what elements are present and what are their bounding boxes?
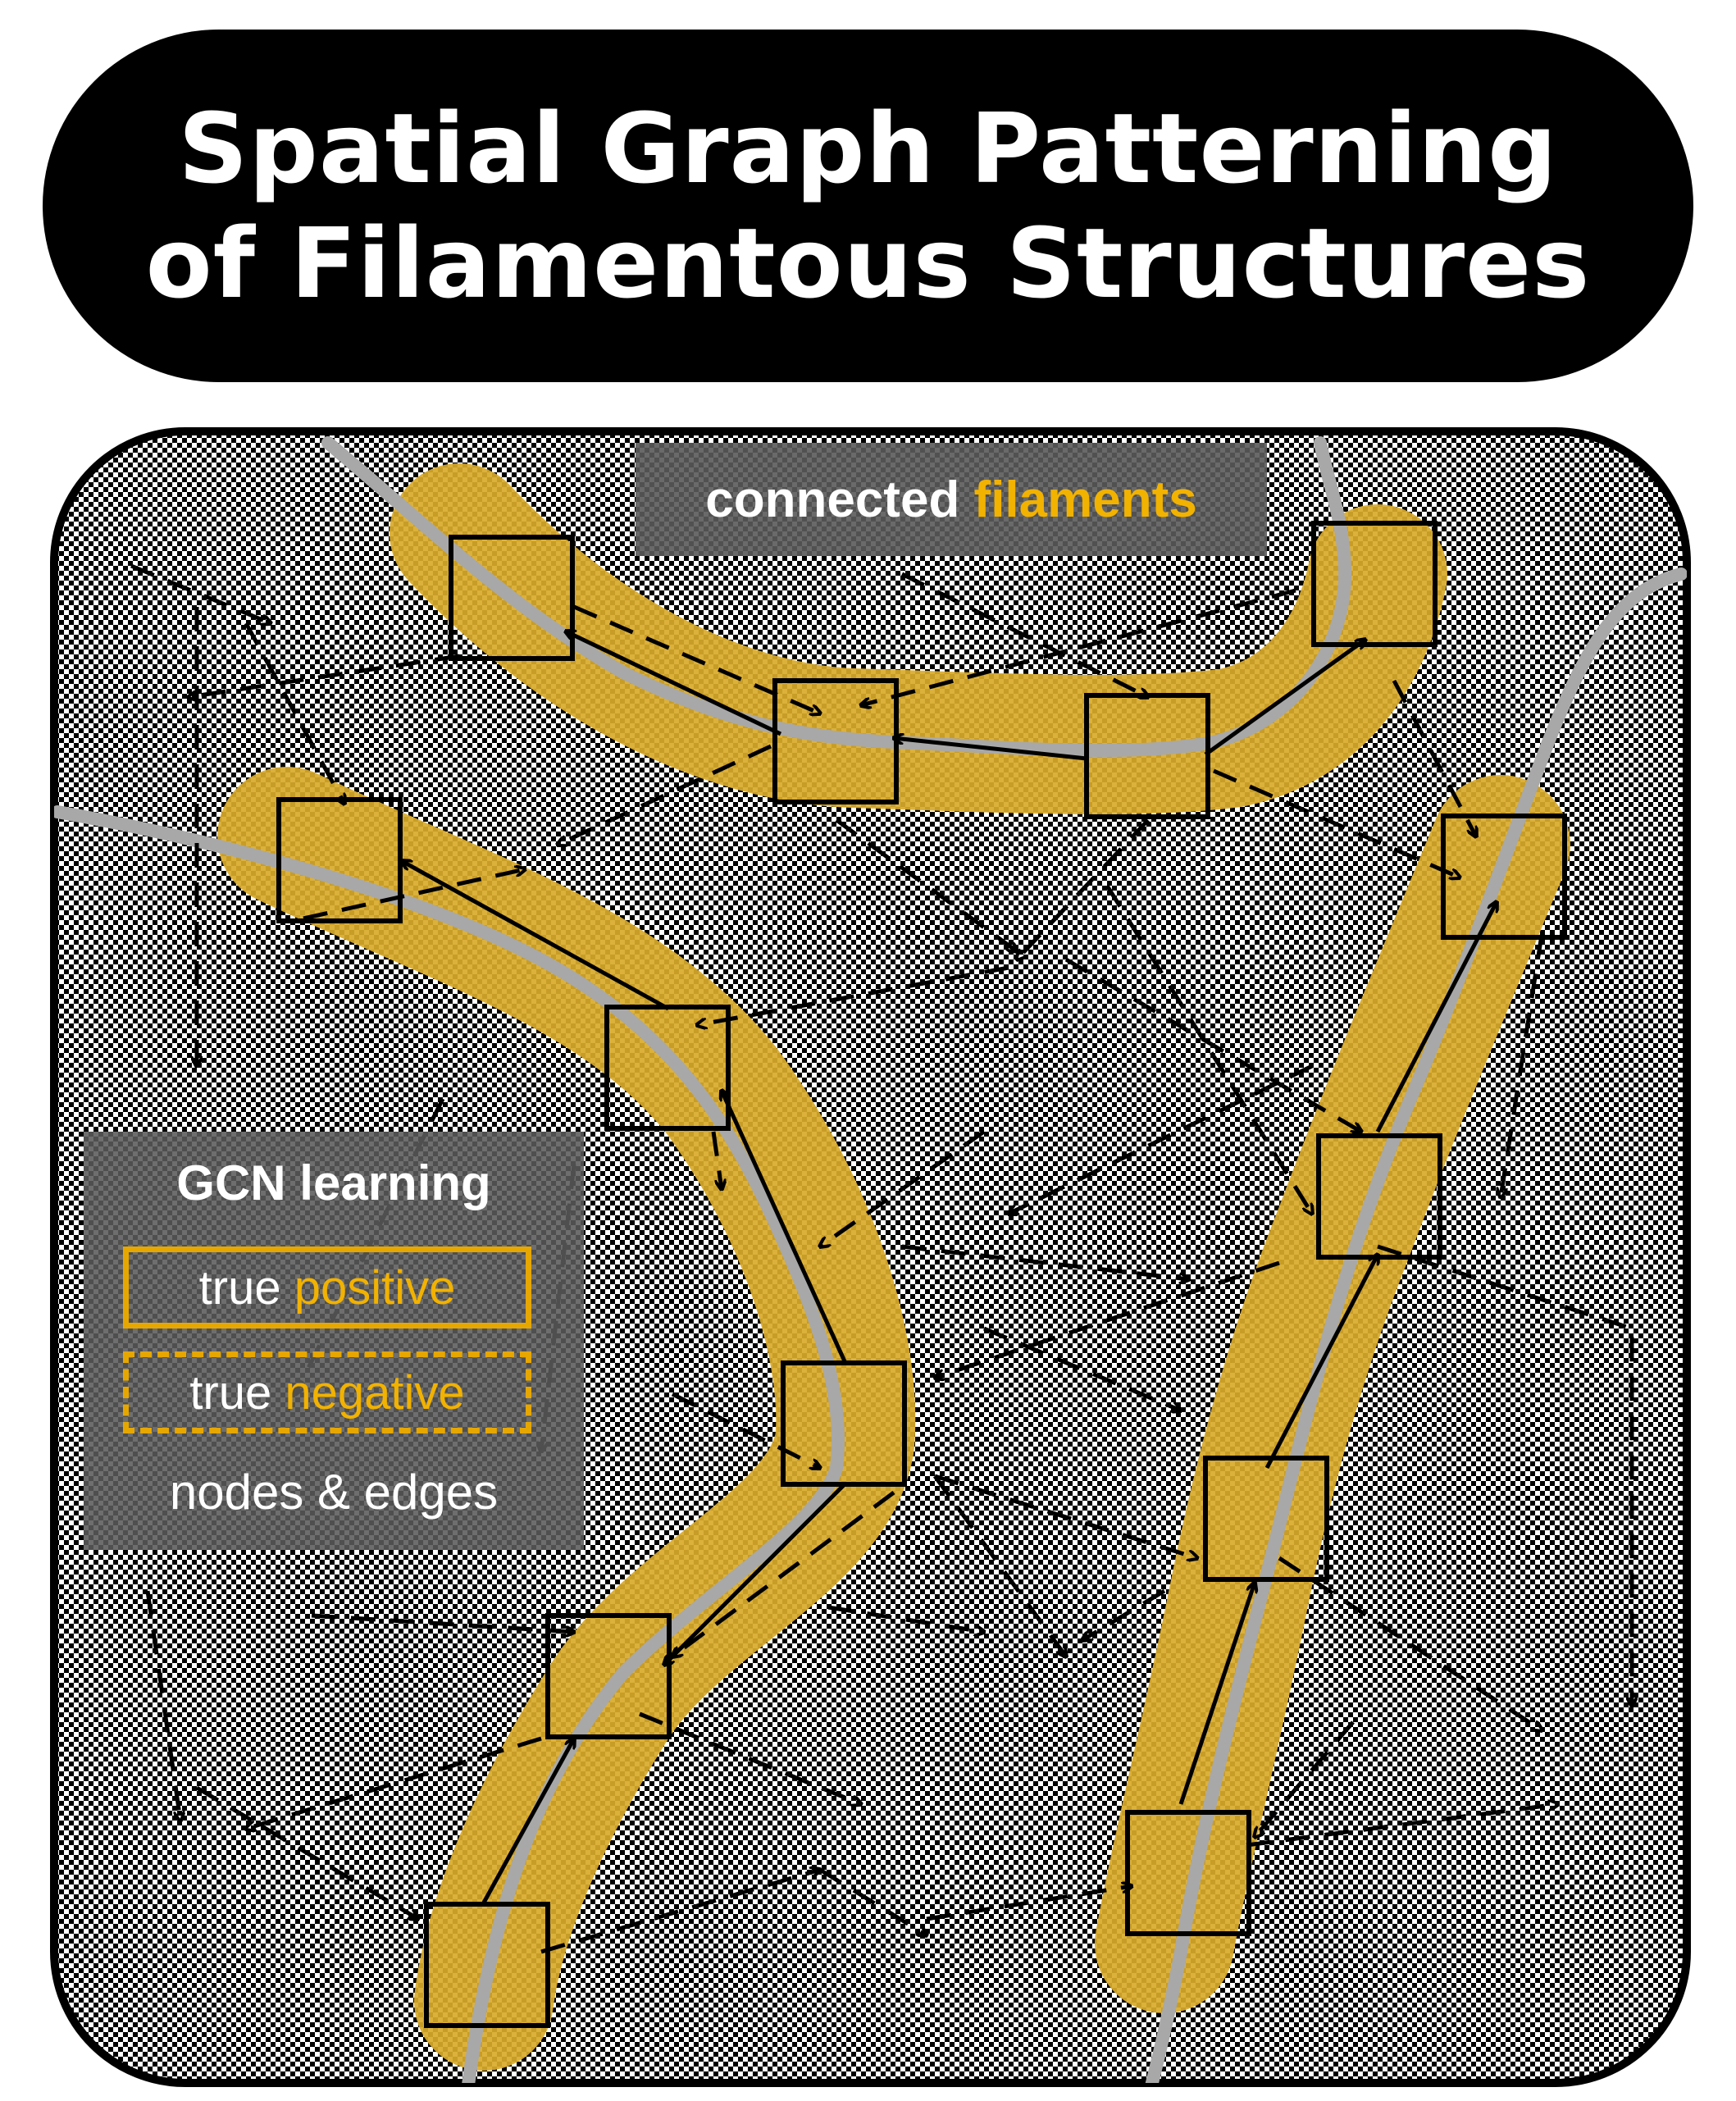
title-line-2: of Filamentous Structures — [145, 207, 1591, 320]
neg-edge — [935, 1260, 1280, 1378]
node — [449, 535, 575, 661]
node — [276, 797, 403, 923]
neg-edge — [697, 965, 1009, 1025]
neg-edge — [1392, 679, 1476, 836]
pos-edge — [566, 631, 782, 736]
node — [772, 678, 899, 804]
neg-edge — [827, 1605, 984, 1632]
neg-edge — [901, 1244, 1189, 1279]
neg-edge — [195, 1785, 418, 1919]
neg-edge — [1213, 768, 1460, 877]
filament-band-left — [217, 767, 916, 2071]
node — [781, 1360, 907, 1487]
neg-edge — [1009, 1064, 1314, 1214]
pos-edge — [1178, 1583, 1255, 1805]
neg-edge — [246, 1736, 542, 1829]
legend-footer: nodes & edges — [169, 1465, 499, 1520]
node — [1311, 521, 1438, 647]
neg-edge — [1255, 1720, 1355, 1837]
legend-title: GCN learning — [176, 1155, 491, 1210]
filament-band-right — [1095, 775, 1570, 2013]
neg-edge — [1377, 1244, 1632, 1706]
node — [1441, 814, 1567, 940]
title-line-1: Spatial Graph Patterning — [178, 92, 1558, 205]
pos-edge — [1204, 640, 1365, 757]
pos-edge — [481, 1739, 574, 1904]
pos-edge — [722, 1091, 847, 1363]
neg-edge — [1278, 1556, 1542, 1730]
neg-edge — [926, 1886, 1132, 1921]
neg-edge — [861, 588, 1296, 705]
pos-edge — [402, 861, 670, 1011]
neg-edge — [1017, 818, 1150, 959]
node — [545, 1613, 672, 1739]
connected-filaments-label: connected filaments — [636, 443, 1267, 556]
neg-edge — [1105, 884, 1312, 1214]
legend: GCN learning true positive true negative… — [84, 1132, 584, 1550]
nodes — [276, 521, 1567, 2028]
legend-positive-highlight: positive — [294, 1260, 456, 1315]
node — [424, 1902, 550, 2028]
legend-negative-highlight: negative — [285, 1365, 465, 1420]
neg-edge — [1082, 1588, 1166, 1640]
node — [1203, 1456, 1329, 1582]
pos-edge — [1375, 902, 1497, 1133]
neg-edge — [189, 654, 460, 697]
neg-edge — [573, 604, 820, 713]
neg-edge — [540, 1870, 820, 1954]
neg-edge — [820, 1129, 986, 1246]
neg-edge — [934, 1474, 1197, 1558]
neg-edge — [900, 572, 1148, 697]
node — [1084, 693, 1210, 819]
neg-edge — [671, 1392, 820, 1468]
neg-edge — [983, 1326, 1181, 1411]
pos-edge — [664, 1483, 846, 1665]
legend-true-positive: true positive — [123, 1246, 531, 1329]
connected-label-highlight: filaments — [973, 471, 1197, 528]
neg-edge — [711, 1131, 722, 1189]
node — [1316, 1133, 1442, 1260]
pos-edge — [894, 738, 1087, 761]
neg-edge — [1501, 934, 1544, 1197]
positive-edges — [402, 631, 1497, 1904]
neg-edge — [311, 1613, 574, 1632]
legend-true-negative: true negative — [123, 1351, 531, 1433]
neg-edge — [818, 1867, 927, 1935]
legend-negative-prefix: true — [189, 1365, 285, 1420]
neg-edge — [244, 622, 344, 804]
connected-label-prefix: connected — [705, 471, 974, 528]
legend-positive-prefix: true — [198, 1260, 294, 1315]
title-banner: Spatial Graph Patterning of Filamentous … — [43, 30, 1693, 382]
neg-edge — [639, 1711, 861, 1804]
neg-edge — [1246, 1804, 1558, 1848]
neg-edge — [1064, 957, 1361, 1132]
pos-edge — [1264, 1255, 1378, 1470]
neg-edge — [672, 1490, 895, 1657]
filament-line-right — [1141, 567, 1687, 2083]
node — [1125, 1810, 1251, 1936]
node — [604, 1005, 731, 1131]
neg-edge — [130, 563, 271, 623]
